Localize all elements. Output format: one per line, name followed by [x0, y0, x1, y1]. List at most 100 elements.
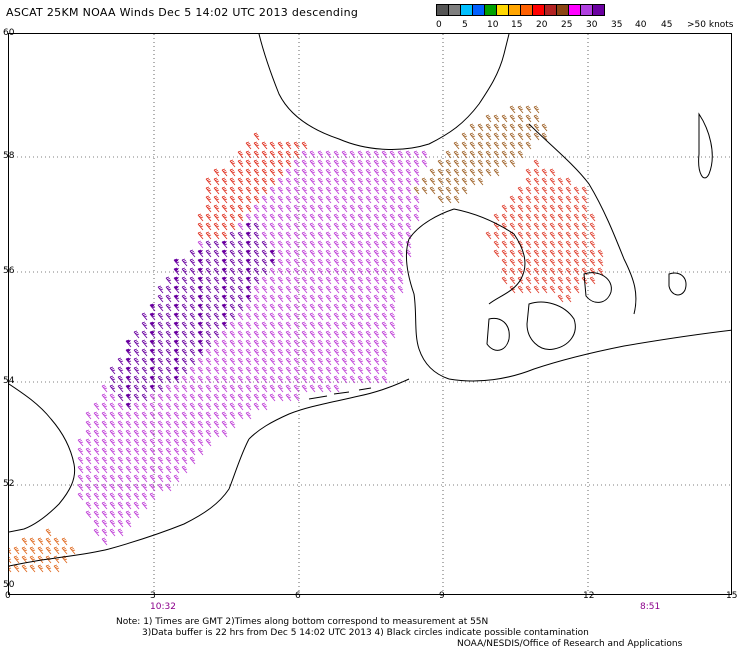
- wind-barb: [317, 204, 324, 213]
- wind-barb: [253, 159, 260, 168]
- wind-barb: [317, 240, 324, 249]
- wind-barb: [93, 447, 100, 456]
- wind-barb: [405, 168, 412, 177]
- wind-barb: [301, 276, 308, 285]
- wind-barb: [157, 438, 164, 447]
- wind-barb: [517, 141, 524, 150]
- wind-barb: [205, 204, 212, 213]
- wind-barb: [237, 195, 244, 204]
- wind-barb: [309, 276, 316, 285]
- wind-barb: [525, 195, 532, 204]
- wind-barb: [149, 321, 156, 330]
- wind-barb: [221, 249, 228, 258]
- wind-barb: [221, 384, 228, 393]
- wind-barb: [165, 402, 172, 411]
- wind-barb: [197, 267, 204, 276]
- wind-barb: [237, 411, 244, 420]
- wind-barb: [381, 222, 388, 231]
- wind-barb: [229, 222, 236, 231]
- wind-barb-pennant: [174, 358, 179, 362]
- wind-barb: [277, 375, 284, 384]
- wind-barb-pennant: [222, 313, 227, 317]
- wind-barb: [229, 384, 236, 393]
- wind-barb: [117, 357, 124, 366]
- wind-barb: [509, 150, 516, 159]
- wind-barb: [85, 501, 92, 510]
- wind-barb: [181, 420, 188, 429]
- wind-barb: [165, 393, 172, 402]
- wind-barb: [333, 240, 340, 249]
- wind-barb: [9, 556, 12, 564]
- wind-barb-pennant: [126, 340, 131, 344]
- wind-barb: [245, 339, 252, 348]
- wind-barb: [157, 465, 164, 474]
- wind-barb: [341, 303, 348, 312]
- wind-barb: [237, 258, 244, 267]
- wind-barb: [373, 285, 380, 294]
- wind-barb: [221, 348, 228, 357]
- wind-barb: [293, 195, 300, 204]
- wind-barb: [205, 258, 212, 267]
- wind-barb: [445, 168, 452, 177]
- wind-barb: [165, 294, 172, 303]
- wind-barb: [381, 339, 388, 348]
- wind-barb: [21, 555, 28, 564]
- wind-barb: [109, 384, 116, 393]
- wind-barb: [389, 213, 396, 222]
- wind-barb: [365, 267, 372, 276]
- wind-barb: [341, 222, 348, 231]
- wind-barb: [397, 285, 404, 294]
- wind-barb: [557, 276, 564, 285]
- wind-barb: [197, 348, 204, 357]
- wind-barb: [501, 132, 508, 141]
- wind-barb: [245, 411, 252, 420]
- wind-barb: [157, 294, 164, 303]
- wind-barb: [285, 222, 292, 231]
- wind-barb: [429, 186, 436, 195]
- wind-barb: [309, 312, 316, 321]
- wind-barb: [141, 366, 148, 375]
- wind-barb: [373, 321, 380, 330]
- wind-barb: [133, 456, 140, 465]
- wind-barb: [245, 186, 252, 195]
- wind-barb: [181, 375, 188, 384]
- wind-barb: [421, 159, 428, 168]
- wind-barb: [349, 366, 356, 375]
- wind-barb: [301, 357, 308, 366]
- wind-barb: [165, 303, 172, 312]
- wind-barb: [309, 222, 316, 231]
- wind-barb: [541, 168, 548, 177]
- wind-barb: [205, 222, 212, 231]
- wind-barb: [253, 348, 260, 357]
- wind-barb: [189, 303, 196, 312]
- wind-barb: [141, 402, 148, 411]
- wind-barb: [325, 294, 332, 303]
- wind-barb: [333, 330, 340, 339]
- wind-map: [8, 33, 732, 595]
- wind-barb: [277, 204, 284, 213]
- wind-barb: [181, 339, 188, 348]
- wind-barb: [389, 303, 396, 312]
- wind-barb: [285, 375, 292, 384]
- wind-barb: [557, 186, 564, 195]
- wind-barb: [173, 438, 180, 447]
- wind-barb: [549, 285, 556, 294]
- wind-barb: [517, 249, 524, 258]
- wind-barb: [453, 168, 460, 177]
- wind-barb: [285, 240, 292, 249]
- wind-barb: [117, 510, 124, 519]
- wind-barb: [541, 267, 548, 276]
- wind-barb: [85, 438, 92, 447]
- wind-barb: [285, 168, 292, 177]
- wind-barb: [301, 204, 308, 213]
- wind-barb: [333, 357, 340, 366]
- wind-barb: [541, 276, 548, 285]
- wind-barb: [173, 465, 180, 474]
- wind-barb: [157, 312, 164, 321]
- wind-barb: [581, 186, 588, 195]
- wind-barb: [381, 159, 388, 168]
- wind-barb: [157, 456, 164, 465]
- wind-barb: [381, 168, 388, 177]
- lon-tick-9: 9: [439, 591, 445, 601]
- wind-barb: [325, 339, 332, 348]
